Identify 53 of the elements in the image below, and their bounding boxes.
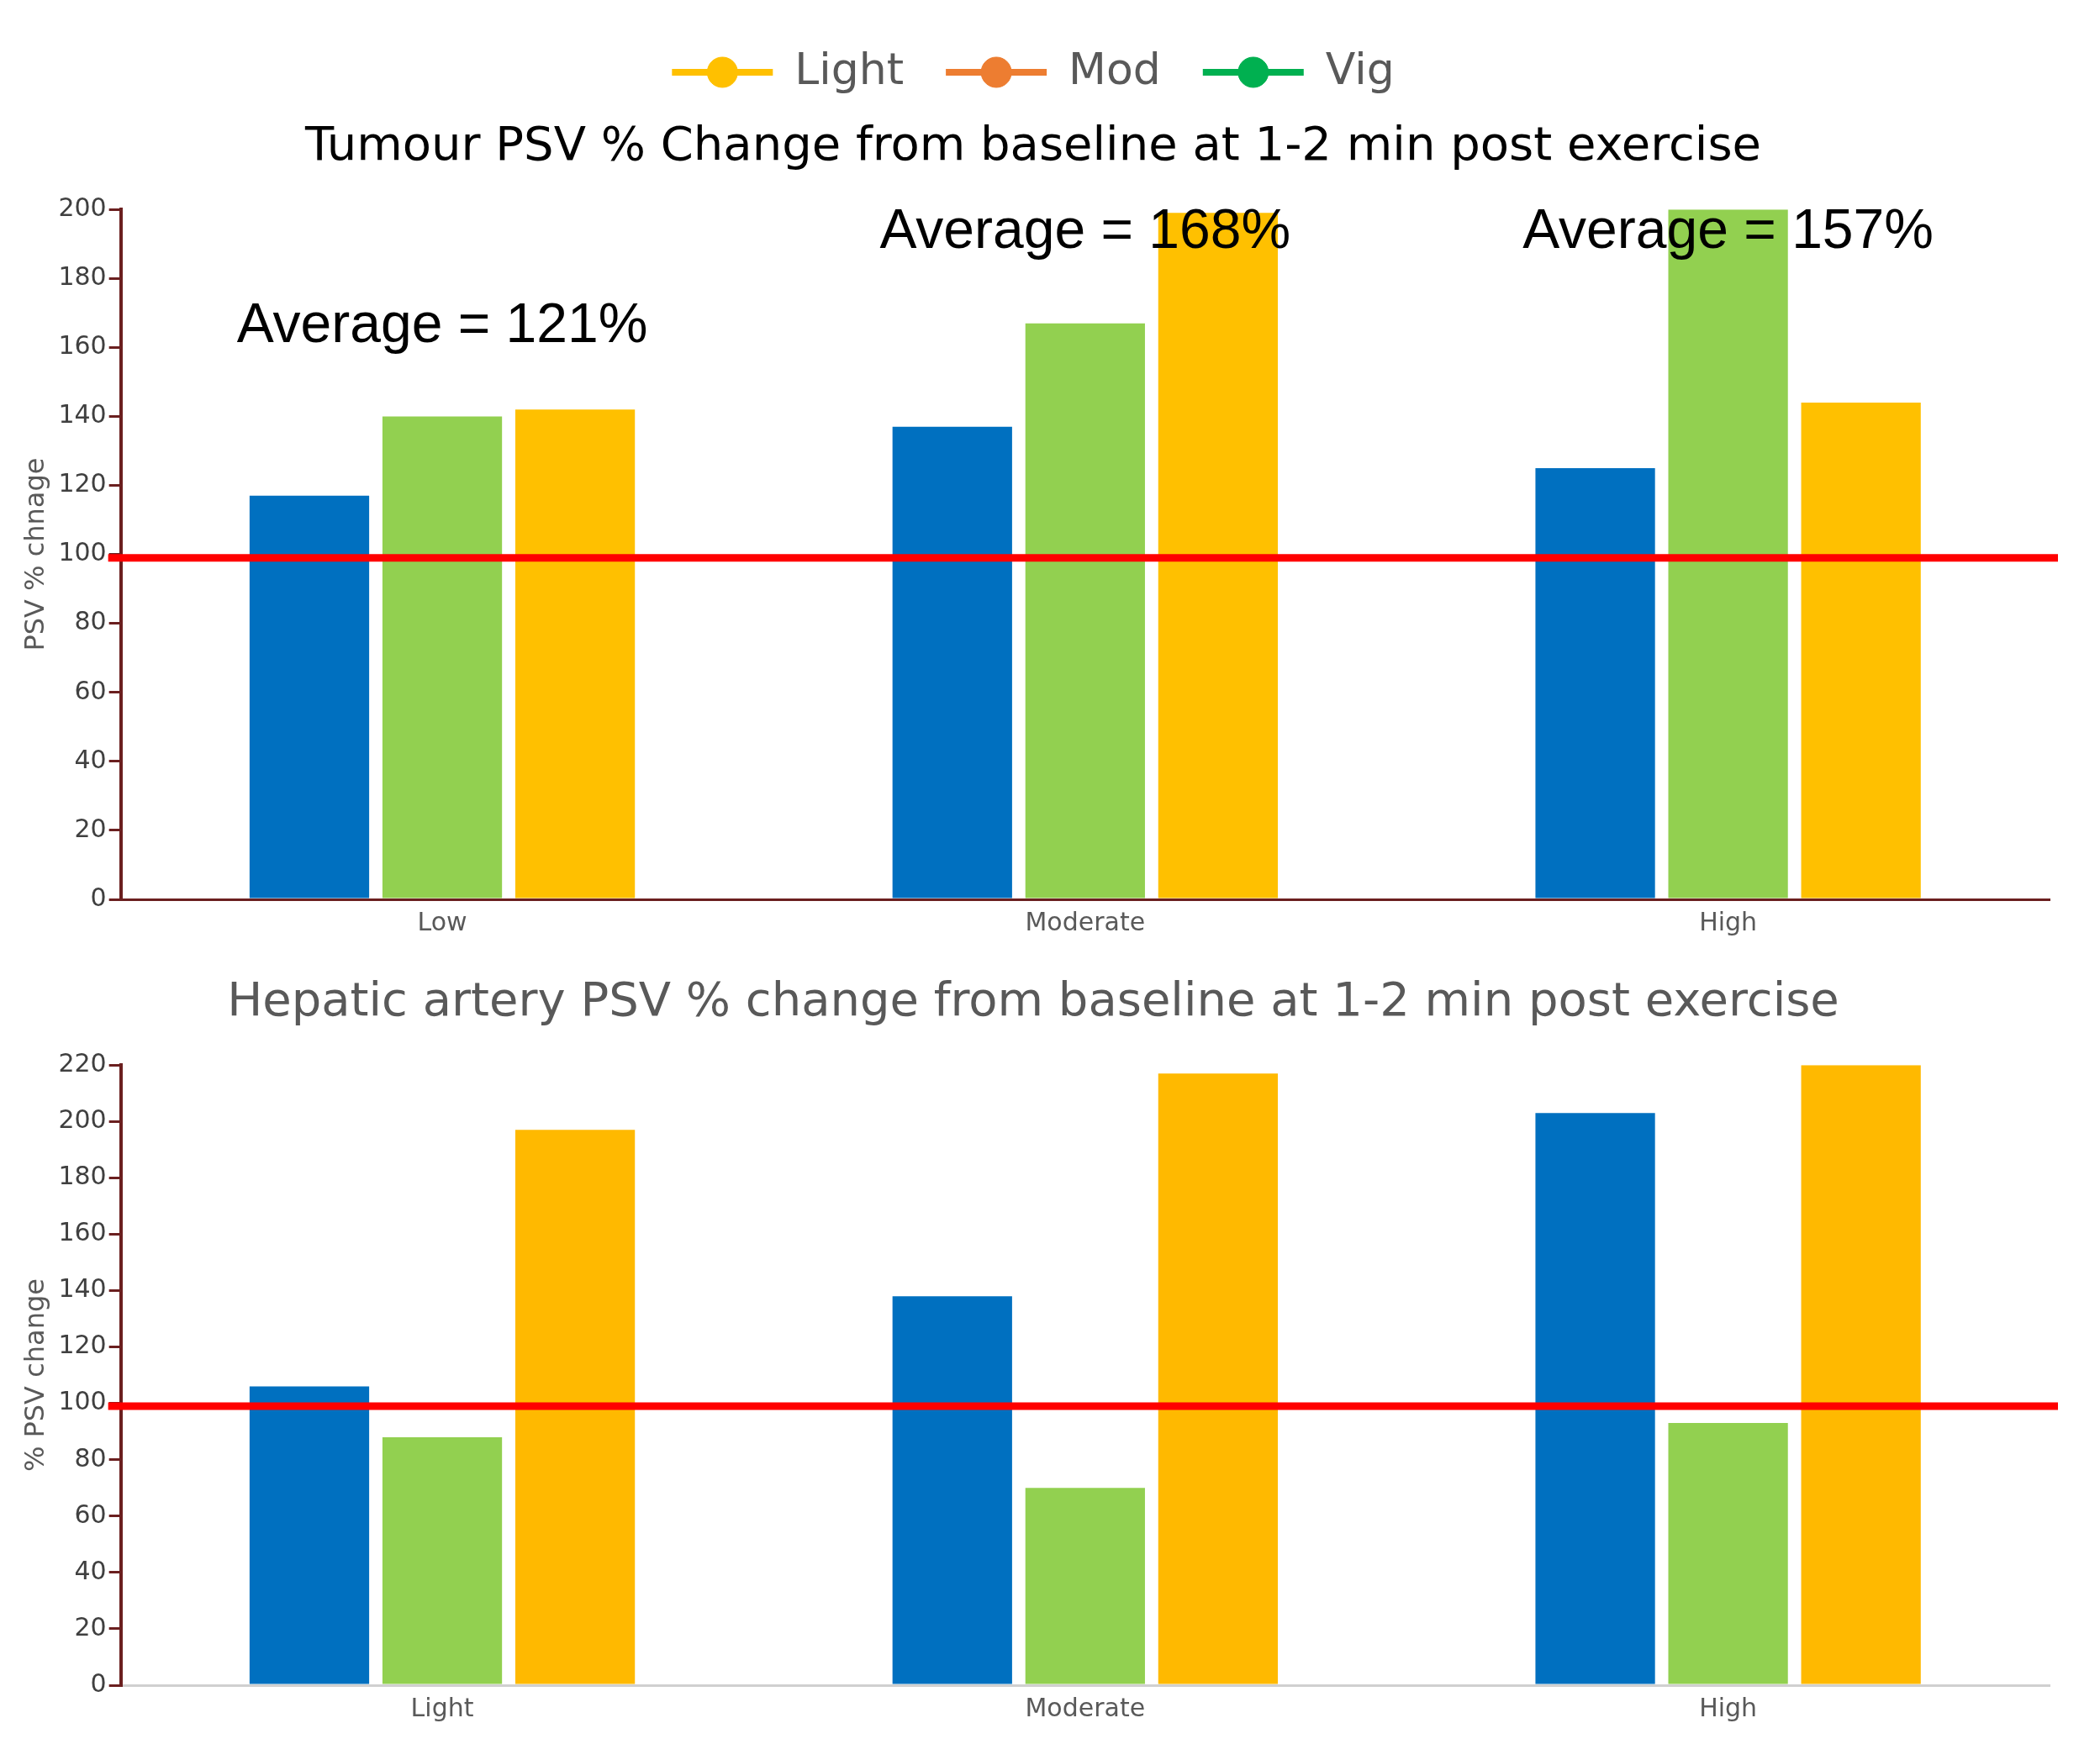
x-tick-label: Moderate: [1025, 1692, 1146, 1722]
bar: [249, 1386, 370, 1684]
y-tick-label: 20: [74, 813, 107, 843]
y-tick-label: 60: [74, 1499, 107, 1529]
y-tick-label: 160: [58, 330, 107, 361]
y-axis-title: PSV % chnage: [18, 457, 50, 651]
bar: [1801, 1065, 1921, 1684]
bar: [1025, 323, 1145, 898]
legend-label: Light: [794, 43, 905, 94]
bar: [514, 1130, 636, 1684]
y-tick-label: 60: [74, 675, 107, 705]
x-tick-label: Low: [417, 906, 467, 936]
x-tick-label: High: [1699, 906, 1758, 936]
y-tick-label: 140: [58, 399, 107, 429]
legend-label: Vig: [1325, 43, 1395, 94]
bar: [514, 409, 636, 898]
y-tick-label: 40: [74, 1555, 107, 1585]
bar: [1801, 403, 1921, 898]
legend-label: Mod: [1068, 43, 1161, 94]
y-tick-label: 80: [74, 1442, 107, 1473]
bar: [249, 495, 370, 898]
y-tick-label: 100: [58, 1386, 107, 1416]
y-tick-label: 180: [58, 261, 107, 292]
y-tick-label: 200: [58, 192, 107, 222]
bar: [382, 416, 503, 898]
bar: [892, 426, 1012, 898]
y-tick-label: 180: [58, 1161, 107, 1191]
chart-title: Tumour PSV % Change from baseline at 1-2 min post exercise: [303, 116, 1762, 171]
chart-title: Hepatic artery PSV % change from baseline at 1-2 min post exercise: [227, 972, 1839, 1027]
bar: [892, 1296, 1012, 1684]
bar: [382, 1436, 503, 1684]
y-tick-label: 200: [58, 1104, 107, 1135]
y-axis-title: % PSV change: [18, 1278, 50, 1473]
x-tick-label: Moderate: [1025, 906, 1146, 936]
bar: [1535, 468, 1655, 898]
bar: [1158, 1073, 1279, 1684]
y-tick-label: 120: [58, 468, 107, 498]
y-tick-label: 220: [58, 1048, 107, 1078]
y-tick-label: 20: [74, 1611, 107, 1642]
y-tick-label: 160: [58, 1217, 107, 1247]
y-tick-label: 40: [74, 744, 107, 774]
y-tick-label: 100: [58, 537, 107, 567]
y-tick-label: 140: [58, 1273, 107, 1304]
bar: [1025, 1488, 1145, 1684]
bar: [1535, 1113, 1655, 1684]
bar: [1668, 1423, 1788, 1684]
x-tick-label: High: [1699, 1692, 1758, 1722]
y-tick-label: 80: [74, 606, 107, 636]
y-tick-label: 120: [58, 1330, 107, 1360]
annotation: Average = 121%: [236, 292, 648, 355]
x-tick-label: Light: [410, 1692, 474, 1722]
y-tick-label: 0: [90, 1668, 107, 1698]
y-tick-label: 0: [90, 882, 107, 912]
